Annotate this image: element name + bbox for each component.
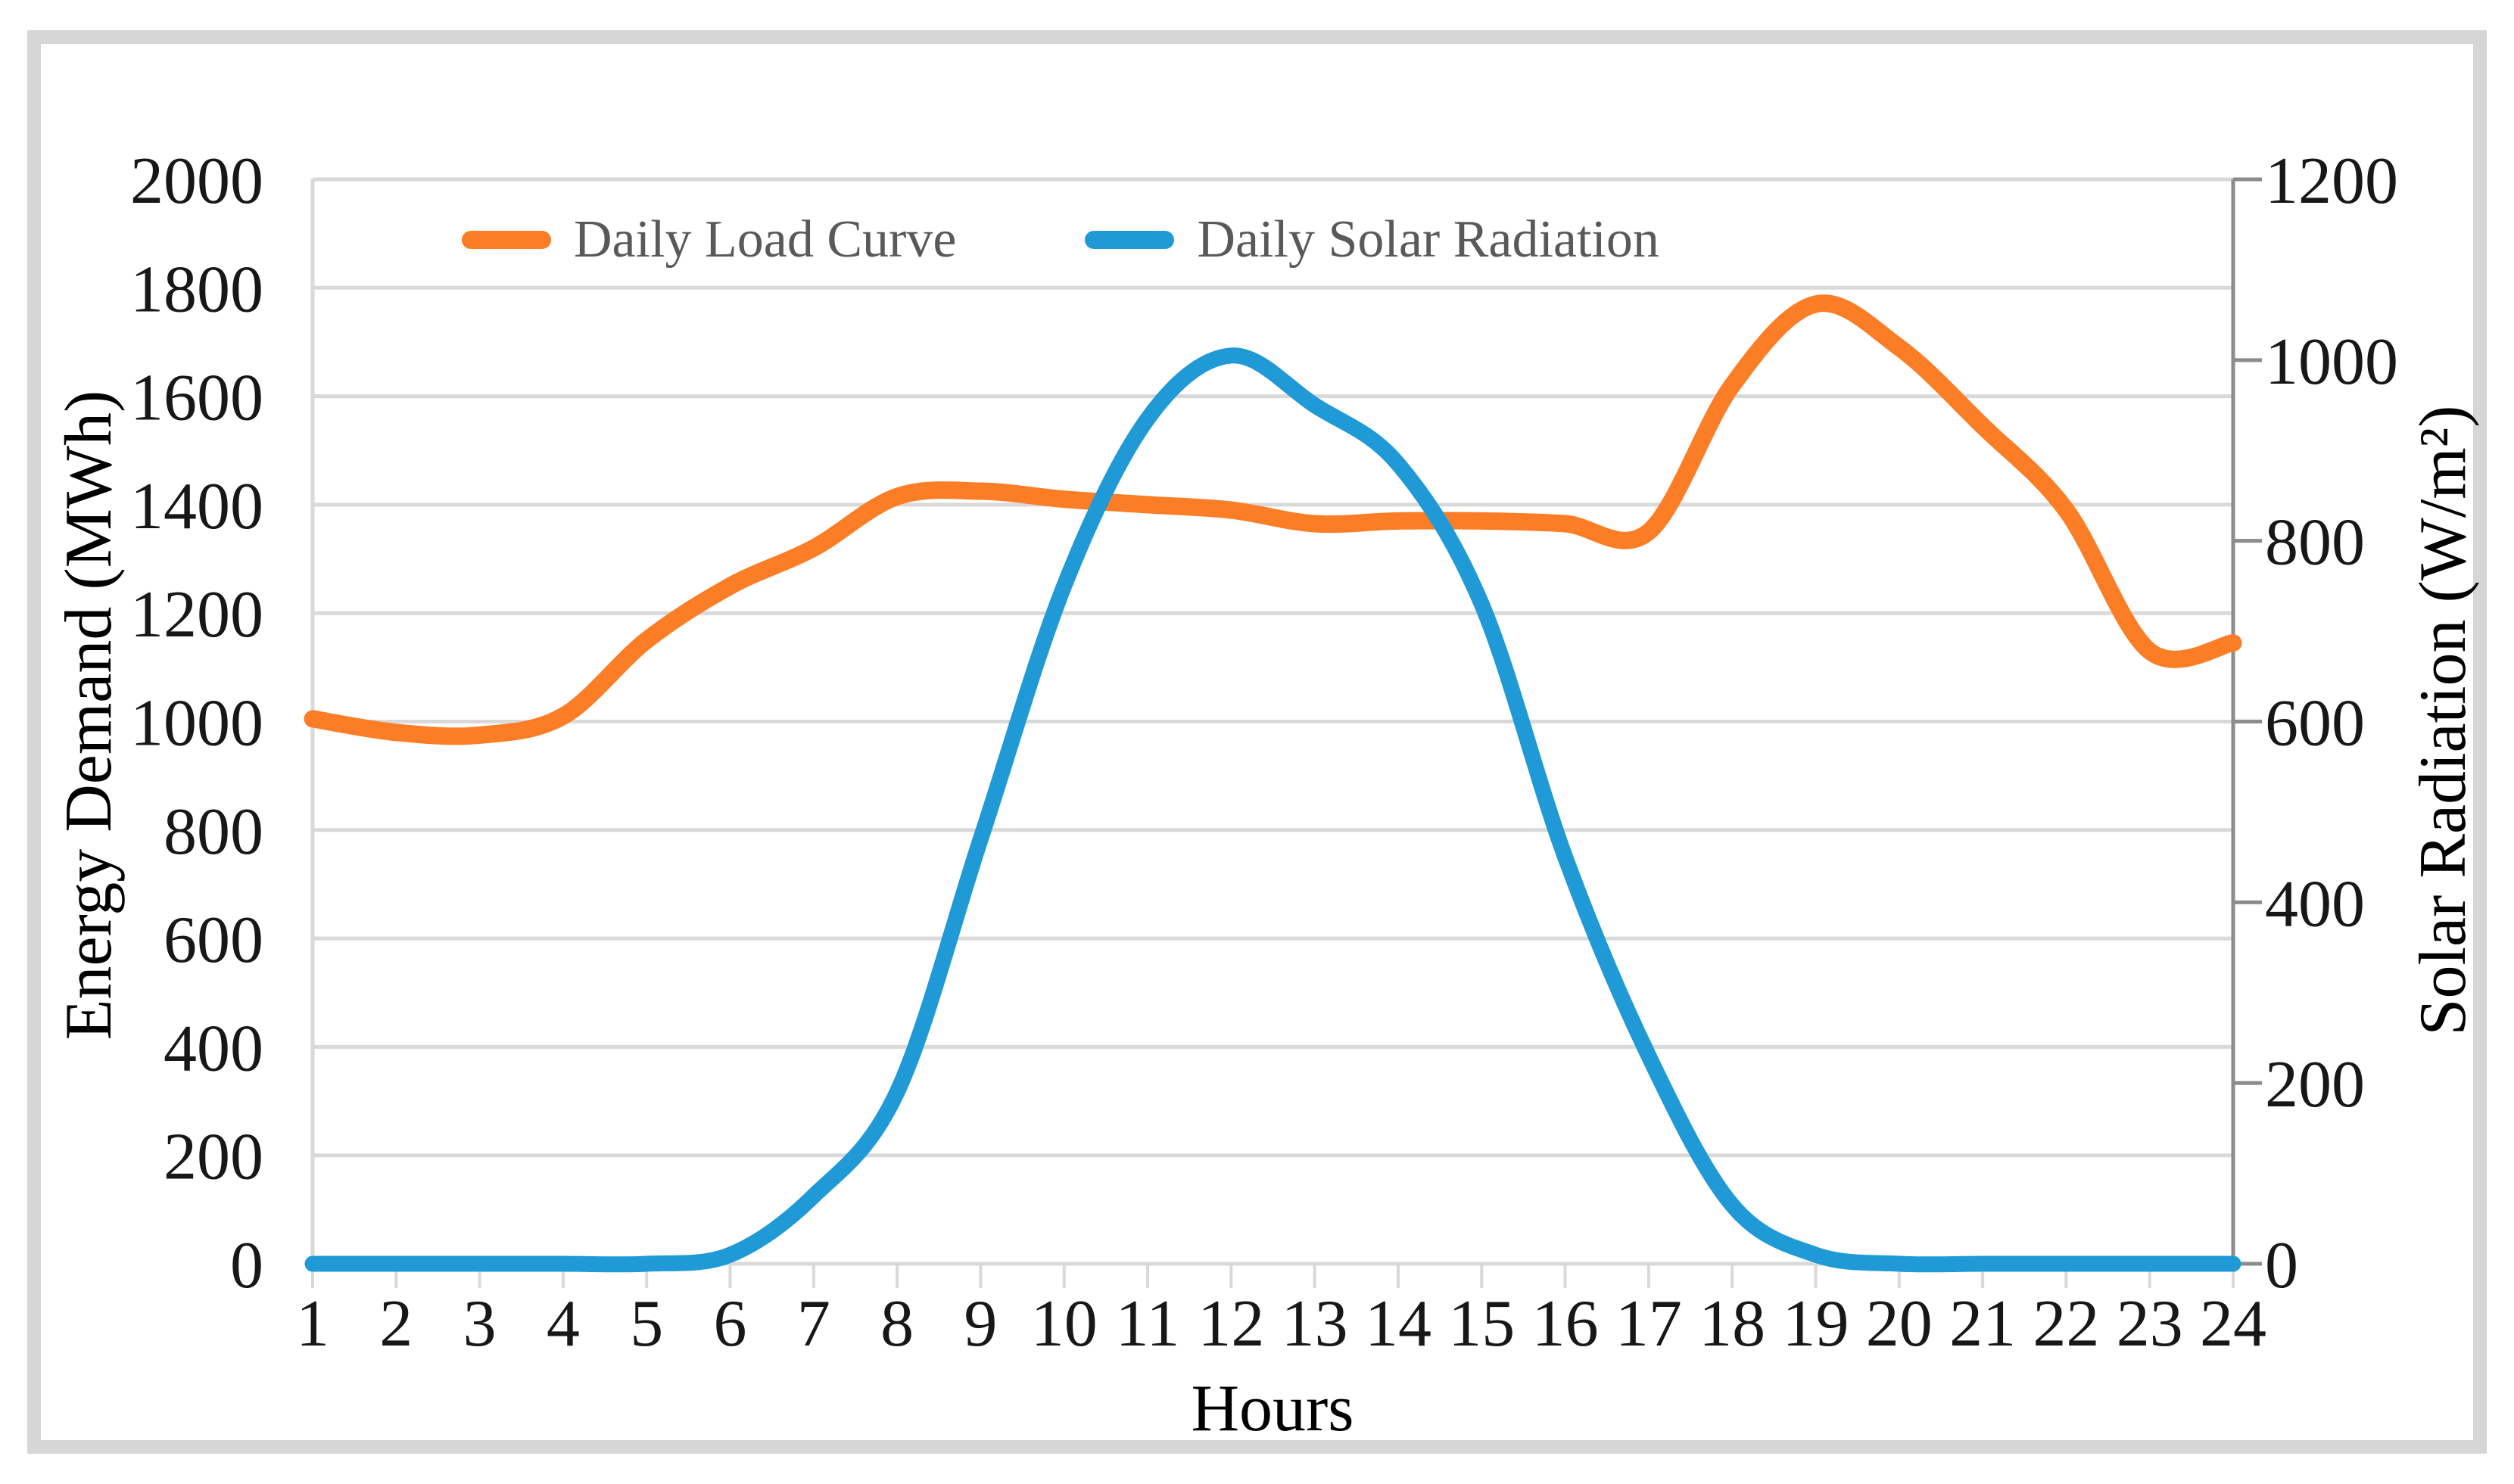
right-axis-tick-label: 0 <box>2265 1229 2298 1302</box>
legend-item-solar: Daily Solar Radiation <box>1085 213 1659 266</box>
x-tick-label: 20 <box>1866 1287 1933 1361</box>
x-tick-label: 24 <box>2200 1287 2266 1361</box>
x-tick-label: 7 <box>797 1287 830 1361</box>
left-axis-tick-label: 400 <box>164 1012 263 1085</box>
legend-item-load: Daily Load Curve <box>462 213 956 266</box>
right-axis-tick-label: 1200 <box>2265 145 2398 218</box>
legend-label-solar: Daily Solar Radiation <box>1197 210 1659 269</box>
left-axis-tick-label: 2000 <box>130 145 263 218</box>
x-tick-label: 3 <box>463 1287 497 1361</box>
x-tick-label: 23 <box>2117 1287 2183 1361</box>
left-axis-tick-label: 1200 <box>130 578 263 652</box>
load-curve-line <box>304 294 2242 745</box>
left-axis-tick-label: 200 <box>164 1121 263 1194</box>
right-axis-title: Solar Radiation (W/m²) <box>2407 405 2480 1036</box>
x-tick-label: 9 <box>964 1287 997 1361</box>
x-tick-label: 5 <box>630 1287 663 1361</box>
x-tick-label: 12 <box>1198 1287 1264 1361</box>
left-axis-tick-label: 0 <box>230 1229 263 1302</box>
legend-label-load: Daily Load Curve <box>574 210 957 269</box>
left-axis-tick-label: 600 <box>164 904 263 977</box>
load-curve-swatch-icon <box>462 231 551 249</box>
solar-radiation-line <box>304 347 2241 1273</box>
right-axis-tick-label: 1000 <box>2265 325 2398 399</box>
x-tick-label: 21 <box>1949 1287 2016 1361</box>
x-tick-label: 22 <box>2033 1287 2099 1361</box>
figure-border-frame <box>27 30 2487 1454</box>
legend: Daily Load Curve Daily Solar Radiation <box>462 213 1659 266</box>
x-tick-label: 16 <box>1532 1287 1599 1361</box>
x-tick-label: 4 <box>547 1287 580 1361</box>
solar-radiation-swatch-icon <box>1085 231 1175 249</box>
x-tick-label: 17 <box>1615 1287 1682 1361</box>
x-tick-label: 6 <box>714 1287 747 1361</box>
right-axis-tick-label: 800 <box>2265 506 2365 580</box>
x-tick-label: 14 <box>1365 1287 1431 1361</box>
left-axis-tick-label: 1800 <box>130 253 263 326</box>
right-axis-tick-label: 200 <box>2265 1048 2365 1122</box>
x-tick-label: 8 <box>880 1287 914 1361</box>
left-axis-tick-label: 1000 <box>130 687 263 761</box>
x-tick-label: 1 <box>296 1287 329 1361</box>
right-axis-tick-label: 400 <box>2265 867 2365 941</box>
left-axis-tick-label: 1600 <box>130 362 263 435</box>
x-tick-label: 13 <box>1282 1287 1348 1361</box>
x-tick-label: 11 <box>1116 1287 1180 1361</box>
x-axis-title: Hours <box>1191 1372 1354 1445</box>
left-axis-tick-label: 800 <box>164 795 263 869</box>
x-tick-label: 15 <box>1448 1287 1515 1361</box>
x-tick-label: 10 <box>1031 1287 1098 1361</box>
left-axis-title: Energy Demand (MWh) <box>52 390 126 1041</box>
right-axis-tick-label: 600 <box>2265 687 2365 761</box>
x-tick-label: 19 <box>1782 1287 1849 1361</box>
x-tick-label: 18 <box>1699 1287 1765 1361</box>
left-axis-tick-label: 1400 <box>130 470 263 543</box>
x-tick-label: 2 <box>379 1287 413 1361</box>
